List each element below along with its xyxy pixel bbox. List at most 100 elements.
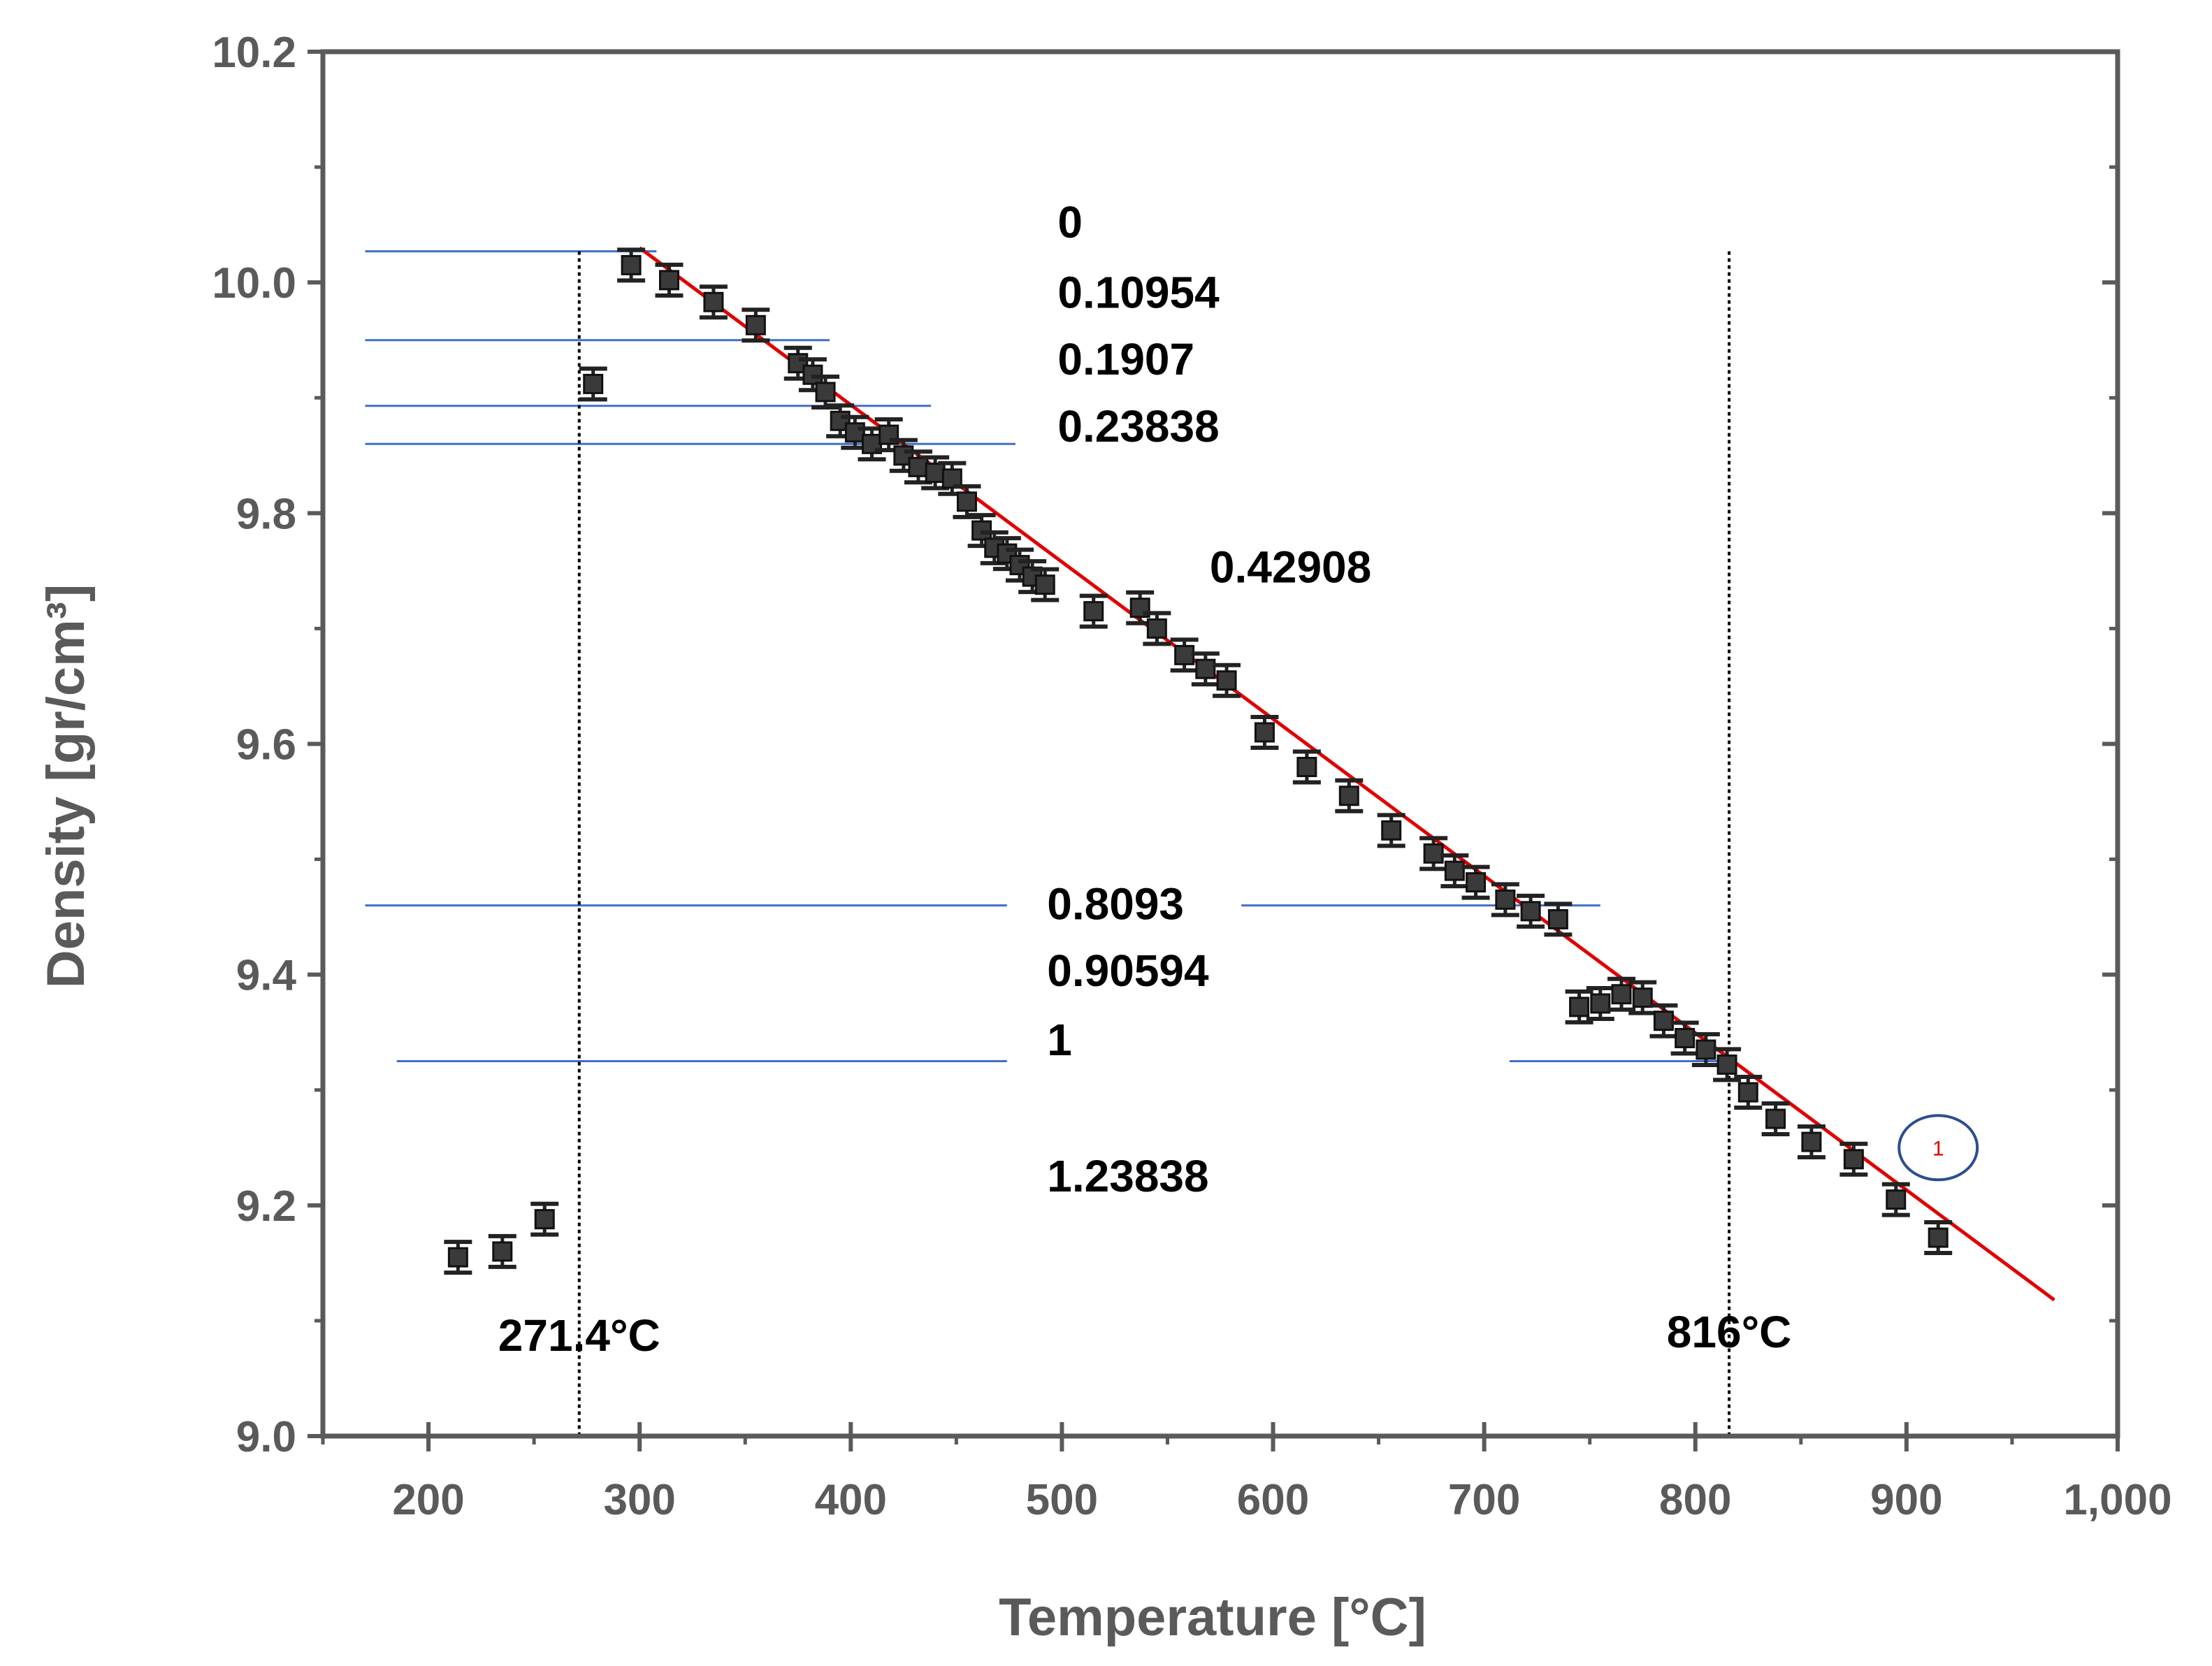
point-marker xyxy=(1174,644,1195,665)
marker-circle xyxy=(1897,1114,1979,1182)
x-tick-label: 600 xyxy=(1237,1476,1309,1524)
data-point xyxy=(1734,1075,1763,1110)
point-marker xyxy=(1843,1149,1864,1170)
point-marker xyxy=(1737,1082,1758,1103)
point-marker xyxy=(1520,901,1541,922)
data-point xyxy=(1839,1141,1868,1177)
x-axis-title: Temperature [°C] xyxy=(999,1588,1426,1647)
point-marker xyxy=(1928,1227,1949,1248)
data-point xyxy=(1565,989,1593,1024)
annotation-label: 1.23838 xyxy=(1047,1151,1208,1201)
data-point xyxy=(826,403,855,439)
point-marker xyxy=(583,373,604,394)
point-marker xyxy=(1423,843,1444,864)
point-marker xyxy=(658,270,679,291)
data-point xyxy=(1517,893,1545,929)
annotation-label: 271.4°C xyxy=(498,1310,660,1361)
data-point xyxy=(1607,976,1636,1012)
data-point xyxy=(488,1233,516,1269)
data-point xyxy=(798,357,827,393)
annotation-label: 0.1907 xyxy=(1057,334,1194,384)
point-marker xyxy=(1716,1054,1737,1075)
point-marker xyxy=(1034,574,1055,595)
point-marker xyxy=(1696,1039,1716,1060)
data-point xyxy=(1250,714,1279,750)
data-point xyxy=(617,247,646,283)
point-marker xyxy=(1569,997,1590,1017)
data-point xyxy=(1670,1020,1699,1056)
point-marker xyxy=(815,382,836,403)
point-marker xyxy=(1146,618,1167,639)
data-point xyxy=(1628,980,1657,1015)
point-marker xyxy=(1886,1189,1907,1210)
point-marker xyxy=(1466,872,1487,893)
data-point xyxy=(1544,901,1573,937)
data-point xyxy=(1191,651,1220,687)
point-marker xyxy=(703,291,724,312)
data-point xyxy=(579,366,607,402)
x-tick-label: 300 xyxy=(603,1476,675,1524)
y-tick-label: 9.4 xyxy=(236,952,297,1000)
annotation-label: 0.90594 xyxy=(1047,946,1209,996)
point-marker xyxy=(745,314,766,335)
data-point xyxy=(1419,836,1448,871)
data-point xyxy=(742,307,770,343)
point-marker xyxy=(925,463,946,484)
point-marker xyxy=(621,254,642,275)
data-point xyxy=(1881,1182,1910,1217)
annotation-label: 0 xyxy=(1057,197,1083,247)
data-point xyxy=(841,414,869,450)
x-tick-label: 1,000 xyxy=(2063,1476,2171,1524)
annotation-label: 0.10954 xyxy=(1057,267,1220,317)
data-point xyxy=(444,1240,472,1275)
x-tick-label: 400 xyxy=(815,1476,887,1524)
data-point xyxy=(1143,611,1171,646)
point-marker xyxy=(1296,757,1317,778)
x-tick-label: 500 xyxy=(1026,1476,1098,1524)
point-marker xyxy=(1216,670,1237,691)
data-point xyxy=(1031,567,1060,602)
data-point xyxy=(858,426,886,462)
data-point xyxy=(904,449,932,485)
data-point xyxy=(1079,593,1108,629)
x-tick-label: 900 xyxy=(1870,1476,1942,1524)
data-point xyxy=(655,262,684,298)
point-marker xyxy=(1611,984,1632,1005)
marker-label: 1 xyxy=(1932,1137,1944,1160)
data-point xyxy=(1377,813,1405,848)
data-point xyxy=(1797,1124,1826,1160)
y-tick-label: 9.8 xyxy=(236,490,296,538)
point-marker xyxy=(1381,820,1402,841)
y-tick-label: 10.2 xyxy=(212,29,296,77)
point-marker xyxy=(844,422,865,443)
x-tick-label: 200 xyxy=(392,1476,464,1524)
point-marker xyxy=(1653,1011,1674,1031)
point-marker xyxy=(1444,860,1465,881)
data-point xyxy=(1461,864,1490,900)
point-marker xyxy=(447,1247,468,1268)
point-marker xyxy=(956,491,977,512)
data-point xyxy=(1761,1101,1790,1137)
data-point xyxy=(699,284,728,320)
data-point xyxy=(1170,637,1199,673)
point-marker xyxy=(492,1241,513,1262)
point-marker xyxy=(534,1209,555,1230)
annotation-label: 0.42908 xyxy=(1210,542,1371,592)
point-marker xyxy=(1195,658,1216,679)
annotation-label: 0.8093 xyxy=(1047,878,1184,929)
annotation-label: 0.23838 xyxy=(1057,401,1219,451)
data-point xyxy=(530,1201,559,1237)
y-tick-label: 9.6 xyxy=(236,721,296,769)
data-point xyxy=(1586,985,1614,1021)
y-tick-label: 10.0 xyxy=(212,259,296,307)
point-marker xyxy=(1083,601,1104,622)
data-point xyxy=(1713,1047,1742,1082)
point-marker xyxy=(1338,785,1359,806)
data-point xyxy=(1213,662,1241,698)
point-marker xyxy=(1632,987,1653,1008)
y-tick-label: 9.2 xyxy=(236,1182,296,1231)
point-marker xyxy=(1590,993,1611,1014)
x-tick-label: 800 xyxy=(1659,1476,1731,1524)
data-point xyxy=(1440,853,1469,889)
